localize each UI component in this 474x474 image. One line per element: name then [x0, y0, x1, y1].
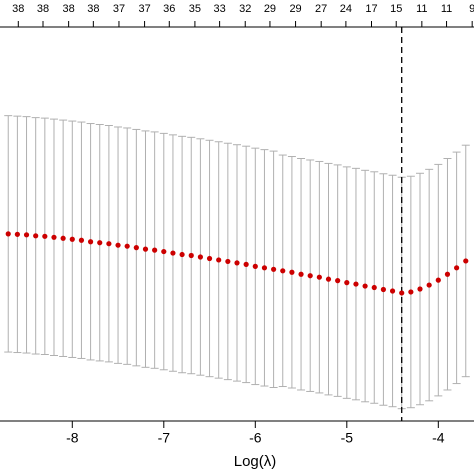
mean-point — [261, 265, 268, 271]
mean-point — [69, 236, 75, 242]
top-tick-label: 37 — [138, 3, 150, 15]
mean-point — [142, 246, 149, 252]
top-tick-label: 29 — [289, 3, 301, 15]
mean-point — [78, 237, 85, 243]
top-tick-label: 32 — [239, 3, 251, 15]
top-tick-label: 9 — [469, 3, 474, 15]
mean-point — [87, 239, 94, 245]
mean-point — [408, 289, 414, 295]
top-tick-label: 38 — [37, 3, 49, 15]
mean-point — [51, 234, 57, 240]
mean-point — [206, 255, 213, 262]
x-tick-label: -5 — [341, 430, 354, 446]
mean-point — [307, 273, 313, 279]
mean-point — [97, 240, 103, 246]
top-tick-label: 35 — [189, 3, 201, 15]
mean-point — [371, 284, 377, 291]
top-tick-label: 36 — [163, 3, 175, 15]
mean-point — [417, 286, 423, 292]
mean-point — [152, 247, 158, 253]
top-tick-label: 29 — [264, 3, 276, 15]
x-tick-label: -6 — [249, 430, 262, 446]
top-tick-label: 37 — [113, 3, 125, 15]
mean-point — [426, 282, 432, 288]
x-axis-label: Log(λ) — [234, 453, 277, 470]
top-tick-label: 11 — [441, 3, 452, 15]
top-tick-label: 11 — [416, 3, 427, 15]
mean-point — [33, 233, 39, 239]
x-tick-label: -7 — [158, 430, 171, 446]
mean-point — [289, 269, 295, 275]
mean-point — [106, 241, 112, 247]
mean-point — [5, 231, 11, 237]
mean-point — [197, 254, 203, 260]
mean-point — [161, 248, 167, 255]
mean-point — [234, 260, 240, 266]
top-tick-label: 17 — [365, 3, 377, 15]
x-tick-label: -4 — [432, 430, 445, 446]
mean-point — [454, 265, 460, 271]
top-tick-label: 33 — [213, 3, 225, 15]
mean-point — [23, 232, 30, 238]
mean-point — [42, 233, 48, 239]
mean-point — [298, 271, 304, 277]
mean-point — [380, 286, 387, 293]
top-tick-label: 38 — [87, 3, 99, 15]
mean-point — [60, 235, 66, 241]
x-tick-label: -8 — [66, 430, 79, 446]
mean-point — [353, 281, 359, 287]
mean-point — [188, 252, 194, 259]
top-tick-label: 38 — [12, 3, 24, 15]
mean-point — [435, 277, 441, 283]
mean-point — [252, 263, 258, 269]
mean-point — [133, 245, 139, 251]
mean-point — [444, 271, 451, 277]
mean-point — [399, 290, 405, 296]
mean-point — [216, 257, 222, 263]
mean-point — [362, 283, 368, 289]
mean-point — [389, 288, 396, 294]
mean-point — [115, 242, 121, 248]
mean-point — [280, 268, 286, 274]
top-tick-label: 38 — [63, 3, 75, 15]
mean-point — [243, 261, 249, 267]
mean-point — [463, 258, 469, 264]
mean-point — [325, 276, 332, 282]
mean-point — [124, 243, 130, 249]
mean-point — [179, 251, 185, 258]
mean-point — [316, 274, 322, 280]
mean-point — [225, 258, 231, 265]
top-tick-label: 15 — [390, 3, 402, 15]
top-tick-label: 24 — [340, 3, 352, 15]
mean-point — [170, 250, 176, 256]
top-tick-label: 27 — [315, 3, 327, 15]
mean-point — [271, 266, 277, 272]
mean-point — [14, 231, 20, 237]
mean-point — [335, 278, 341, 284]
mean-point — [344, 280, 350, 286]
